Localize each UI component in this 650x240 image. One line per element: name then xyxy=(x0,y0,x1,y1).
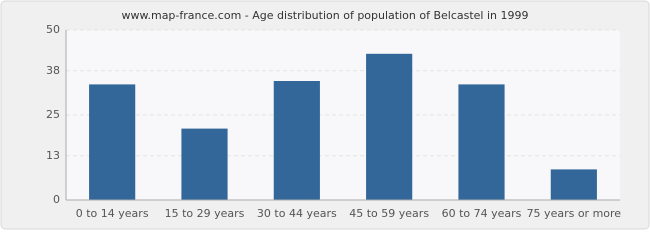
y-tick-label: 0 xyxy=(53,193,60,206)
x-tick-label: 0 to 14 years xyxy=(76,207,149,220)
chart: www.map-france.com - Age distribution of… xyxy=(0,0,650,230)
bar xyxy=(550,169,597,200)
chart-title: www.map-france.com - Age distribution of… xyxy=(122,9,529,22)
y-tick-label: 13 xyxy=(46,149,60,162)
bar xyxy=(181,128,228,200)
bar xyxy=(366,53,413,200)
bar xyxy=(458,84,505,200)
x-tick-label: 60 to 74 years xyxy=(442,207,522,220)
x-tick-label: 30 to 44 years xyxy=(257,207,337,220)
x-tick-label: 15 to 29 years xyxy=(165,207,245,220)
x-tick-label: 45 to 59 years xyxy=(349,207,429,220)
y-tick-label: 38 xyxy=(46,64,60,77)
x-tick-label: 75 years or more xyxy=(527,207,622,220)
bar xyxy=(89,84,136,200)
y-tick-label: 50 xyxy=(46,23,60,36)
bar xyxy=(273,81,320,200)
y-tick-label: 25 xyxy=(46,108,60,121)
